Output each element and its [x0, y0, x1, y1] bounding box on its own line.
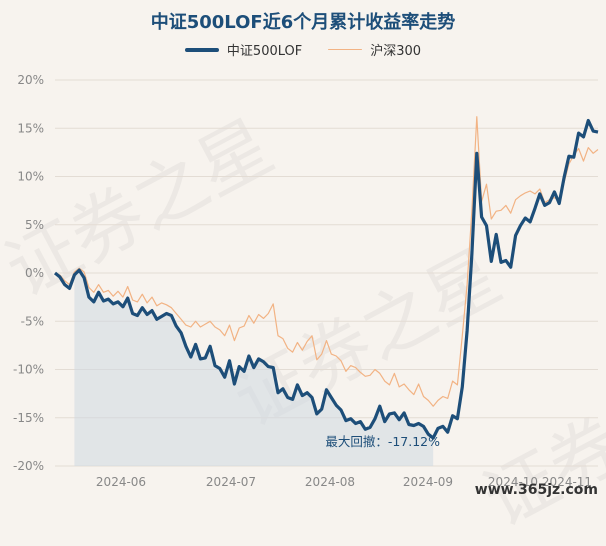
series-line-2	[54, 116, 599, 407]
x-tick-label: 2024-09	[403, 475, 453, 489]
y-tick-label: 15%	[17, 121, 44, 135]
y-tick-label: -15%	[13, 411, 44, 425]
legend-item-series-1[interactable]: 中证500LOF	[184, 40, 303, 59]
watermark-url: www.365jz.com	[475, 482, 598, 498]
y-tick-label: 20%	[17, 73, 44, 87]
chart-container: 中证500LOF近6个月累计收益率走势 证券之星 证券之星 证券之星 20% 15…	[0, 12, 606, 543]
y-tick-label: -10%	[13, 363, 44, 377]
legend-label-series-2: 沪深300	[370, 44, 422, 59]
x-tick-label: 2024-10	[488, 475, 538, 489]
chart-svg: 20% 15% 10% 5% 0% -5% -10% -15% -20% 2024-06 2024-…	[13, 73, 599, 498]
x-tick-label: 2024-07	[206, 475, 256, 489]
legend-label-series-1: 中证500LOF	[226, 44, 303, 59]
x-tick-label: 2024-06	[96, 475, 146, 489]
y-tick-label: -20%	[13, 459, 44, 473]
chart-title: 中证500LOF近6个月累计收益率走势	[150, 12, 456, 33]
series-line-1	[53, 118, 599, 440]
legend-item-series-2[interactable]: 沪深300	[328, 40, 421, 59]
y-tick-label: 0%	[25, 266, 44, 280]
y-tick-label: -5%	[21, 314, 44, 328]
drawdown-annotation: 最大回撤：-17.12%	[325, 434, 440, 449]
y-tick-label: 5%	[25, 218, 44, 232]
legend-swatch-series-1	[184, 47, 219, 52]
x-tick-label: 2024-11	[542, 475, 592, 489]
x-tick-label: 2024-08	[305, 475, 355, 489]
y-tick-label: 10%	[17, 170, 44, 184]
legend-swatch-series-2	[328, 49, 363, 50]
legend: 中证500LOF 沪深300	[0, 40, 606, 59]
